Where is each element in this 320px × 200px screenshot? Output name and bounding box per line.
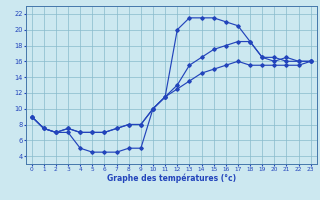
X-axis label: Graphe des températures (°c): Graphe des températures (°c) xyxy=(107,173,236,183)
